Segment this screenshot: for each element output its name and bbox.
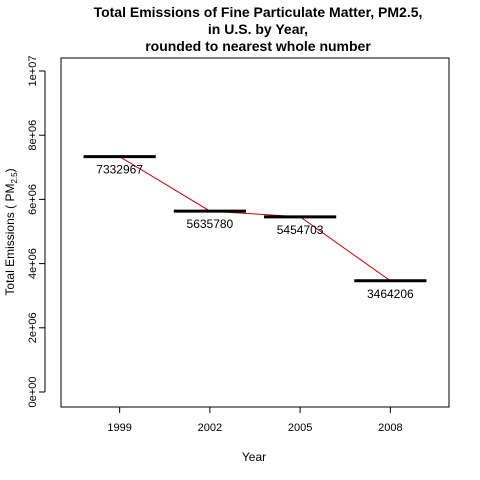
series-trend [119, 156, 391, 282]
y-axis-title-subscript: 2.5 [10, 172, 19, 184]
chart-title-line-1: Total Emissions of Fine Particulate Matt… [94, 4, 423, 20]
y-axis-title-suffix: ) [3, 168, 17, 172]
y-tick-label: 1e+07 [27, 56, 39, 87]
chart-title-line-2: in U.S. by Year, [208, 21, 308, 37]
data-label-2008: 3464206 [367, 287, 414, 301]
chart-title-line-3: rounded to nearest whole number [145, 38, 371, 54]
x-tick-label: 1999 [107, 422, 131, 434]
data-label-1999: 7332967 [96, 163, 143, 177]
x-axis: 1999 2002 2005 2008 [107, 406, 403, 434]
y-tick-label: 4e+06 [27, 248, 39, 279]
series-marks: 7332967 5635780 5454703 3464206 [83, 155, 427, 301]
x-tick-label: 2002 [198, 422, 222, 434]
y-tick-label: 2e+06 [27, 312, 39, 343]
chart-title: Total Emissions of Fine Particulate Matt… [94, 4, 423, 54]
x-tick-label: 2008 [378, 422, 402, 434]
x-axis-title: Year [242, 450, 266, 464]
y-axis-title: Total Emissions ( PM2.5) [3, 168, 19, 295]
y-tick-label: 0e+00 [27, 377, 39, 408]
data-label-2005: 5454703 [277, 223, 324, 237]
y-tick-label: 8e+06 [27, 120, 39, 151]
y-tick-label: 6e+06 [27, 184, 39, 215]
x-tick-label: 2005 [288, 422, 312, 434]
plot-area-frame [60, 57, 450, 408]
data-label-2002: 5635780 [187, 217, 234, 231]
y-axis-title-main: Total Emissions ( PM [3, 184, 17, 296]
series-line [119, 156, 391, 282]
y-axis: 0e+00 2e+06 4e+06 6e+06 8e+06 1e+07 [27, 56, 46, 408]
